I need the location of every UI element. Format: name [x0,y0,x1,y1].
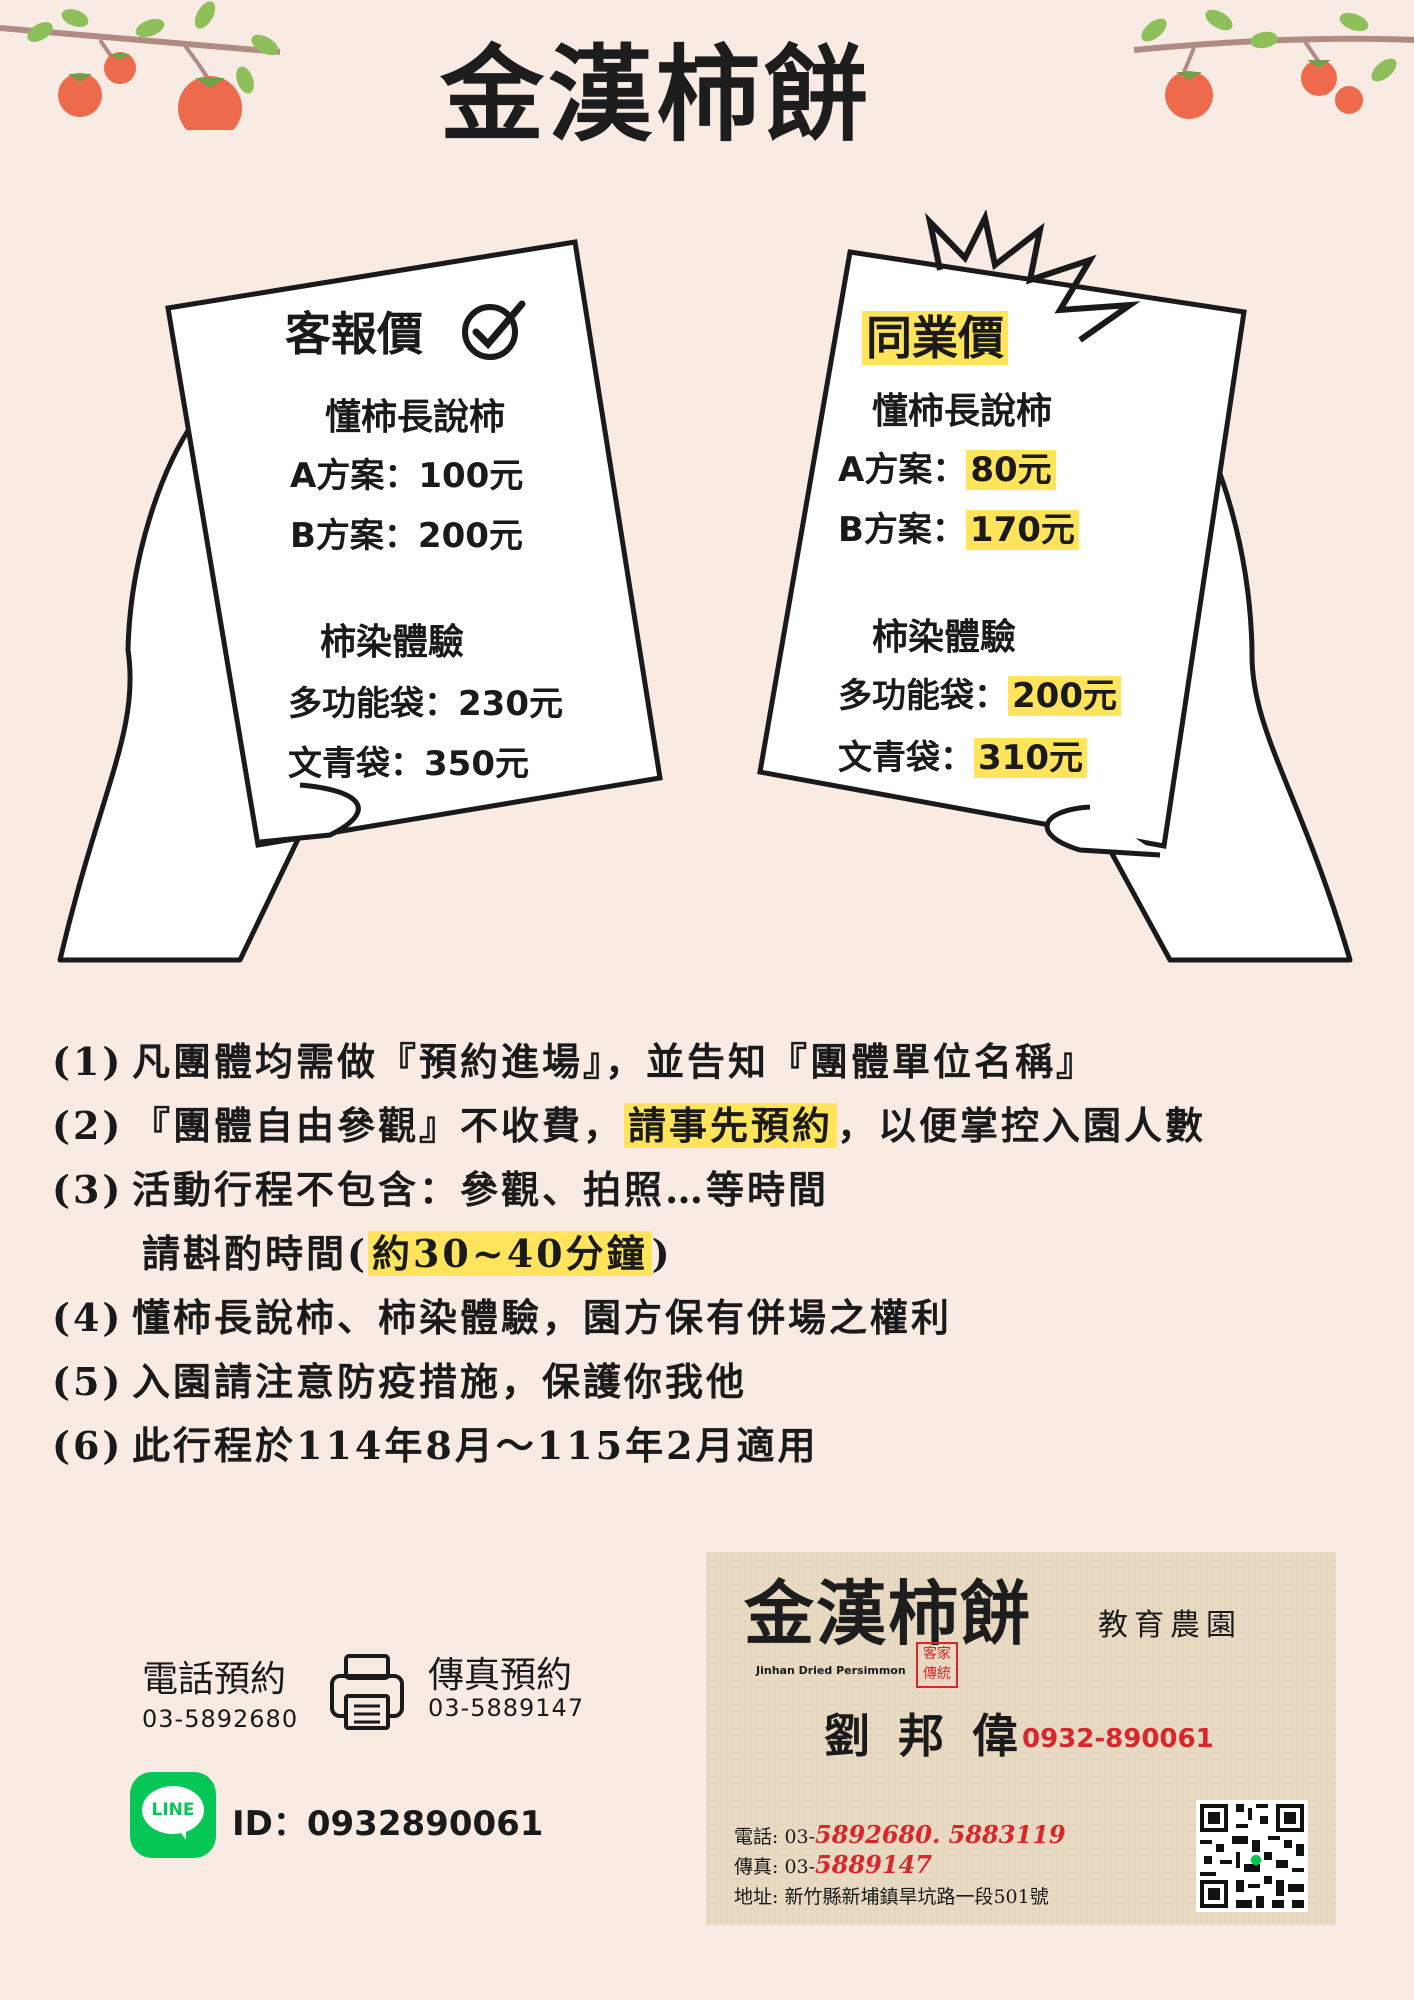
line-bubble-tail [176,1826,186,1840]
note-3b-highlight: 約30~40分鐘 [367,1231,652,1276]
note-2-highlight: 請事先預約 [624,1103,838,1148]
trade-bag2-label: 文青袋： [838,738,974,778]
hand-holding-customer-sheet [57,239,663,963]
card-seal-stamp: 客家傳統 [916,1642,958,1688]
trade-bag2: 文青袋： 310元 [838,730,1087,779]
customer-bag1-price: 230元 [458,684,563,724]
note-2: (2) 『團體自由參觀』不收費， 請事先預約 ，以便掌控入園人數 [52,1094,1382,1158]
note-2-text-post: ，以便掌控入園人數 [837,1103,1207,1148]
trade-bag1-label: 多功能袋： [838,676,1008,716]
note-3-text: 活動行程不包含：參觀、拍照…等時間 [132,1167,830,1212]
card-phone-line: 電話: 03-5892680. 5883119 [734,1820,1066,1849]
trade-sheet-heading: 同業價 [862,302,1008,368]
note-1-number: (1) [52,1039,124,1084]
card-logo-text: 金漢柿餅 [744,1572,1032,1655]
note-6-number: (6) [52,1423,124,1468]
customer-sheet-heading: 客報價 [285,307,423,361]
customer-tour-title: 懂柿長說柿 [325,397,506,438]
card-fax-label: 傳真: 03- [734,1856,816,1878]
customer-bag2: 文青袋：350元 [288,736,529,785]
customer-plan-a-price: 100元 [418,456,524,496]
customer-plan-b: B方案：200元 [290,508,523,557]
note-6: (6) 此行程於114年8月～115年2月適用 [52,1414,1382,1478]
trade-plan-a-price: 80元 [966,450,1056,490]
customer-plan-a: A方案：100元 [290,448,523,497]
customer-plan-b-label: B方案： [290,516,418,556]
trade-dye-title: 柿染體驗 [872,617,1017,658]
note-1-text: 凡團體均需做『預約進場』，並告知『團體單位名稱』 [132,1039,1098,1084]
line-bubble [142,1786,204,1834]
trade-plan-b-label: B方案： [838,510,966,550]
trade-plan-b: B方案： 170元 [838,502,1079,551]
trade-sheet-heading-text: 同業價 [862,311,1008,365]
note-2-number: (2) [52,1103,124,1148]
note-4: (4) 懂柿長說柿、柿染體驗，園方保有併場之權利 [52,1286,1382,1350]
phone-booking-label: 電話預約 [142,1659,287,1700]
fax-icon [330,1654,404,1730]
brand-title: 金漢柿餅 [440,20,1000,170]
note-3-continued: 請斟酌時間(約30~40分鐘) [52,1222,1382,1286]
note-4-text: 懂柿長說柿、柿染體驗，園方保有併場之權利 [132,1295,953,1340]
note-3b-text-post: ) [651,1231,673,1276]
customer-dye-title: 柿染體驗 [320,622,465,663]
card-phone-label: 電話: 03- [734,1826,816,1848]
checkmark-icon [462,300,526,360]
card-english-name: Jinhan Dried Persimmon [756,1664,906,1677]
line-badge-text: LINE [151,1800,195,1820]
customer-plan-a-label: A方案： [290,456,419,496]
line-id[interactable]: ID：0932890061 [232,1804,544,1844]
customer-bag1: 多功能袋：230元 [288,676,563,725]
trade-bag2-price: 310元 [974,738,1087,778]
trade-plan-b-price: 170元 [965,510,1079,550]
customer-plan-b-price: 200元 [417,516,523,556]
trade-tour-title: 懂柿長說柿 [872,391,1053,432]
card-subtitle: 教育農園 [1098,1608,1242,1643]
card-address: 地址: 新竹縣新埔鎮旱坑路一段501號 [734,1886,1049,1908]
card-fax-line: 傳真: 03-5889147 [734,1850,932,1879]
fax-booking-label: 傳真預約 [428,1655,573,1696]
customer-bag2-label: 文青袋： [288,744,424,784]
card-person-name: 劉 邦 偉 [824,1709,1025,1763]
note-3b-text-pre: 請斟酌時間( [142,1231,368,1276]
qr-code-icon[interactable] [1196,1800,1308,1912]
fax-booking-number[interactable]: 03-5889147 [428,1694,585,1722]
persimmon-branch-right-icon [1133,9,1414,119]
note-2-text-pre: 『團體自由參觀』不收費， [132,1103,625,1148]
card-phone-numbers: 5892680. 5883119 [815,1820,1066,1849]
trade-bag1-price: 200元 [1008,676,1121,716]
trade-plan-a-label: A方案： [838,450,967,490]
hand-holding-trade-sheet [757,210,1353,963]
note-3-number: (3) [52,1167,124,1212]
note-6-text: 此行程於114年8月～115年2月適用 [132,1423,819,1468]
note-5: (5) 入園請注意防疫措施，保護你我他 [52,1350,1382,1414]
trade-plan-a: A方案： 80元 [838,442,1056,491]
note-4-number: (4) [52,1295,124,1340]
notes-list: (1) 凡團體均需做『預約進場』，並告知『團體單位名稱』 (2) 『團體自由參觀』不… [52,1030,1382,1478]
persimmon-branch-left-icon [0,1,281,130]
card-fax-number: 5889147 [815,1850,932,1879]
line-app-icon[interactable]: LINE [130,1772,216,1858]
business-card: 金漢柿餅 教育農園 Jinhan Dried Persimmon 客家傳統 劉 … [706,1552,1336,1925]
card-mobile: 0932-890061 [1022,1724,1214,1754]
note-5-text: 入園請注意防疫措施，保護你我他 [132,1359,748,1404]
phone-booking-number[interactable]: 03-5892680 [142,1705,299,1733]
brand-title-text: 金漢柿餅 [440,33,873,156]
trade-bag1: 多功能袋： 200元 [838,668,1121,717]
note-3: (3) 活動行程不包含：參觀、拍照…等時間 [52,1158,1382,1222]
customer-bag1-label: 多功能袋： [288,684,458,724]
note-5-number: (5) [52,1359,124,1404]
customer-bag2-price: 350元 [424,744,529,784]
note-1: (1) 凡團體均需做『預約進場』，並告知『團體單位名稱』 [52,1030,1382,1094]
